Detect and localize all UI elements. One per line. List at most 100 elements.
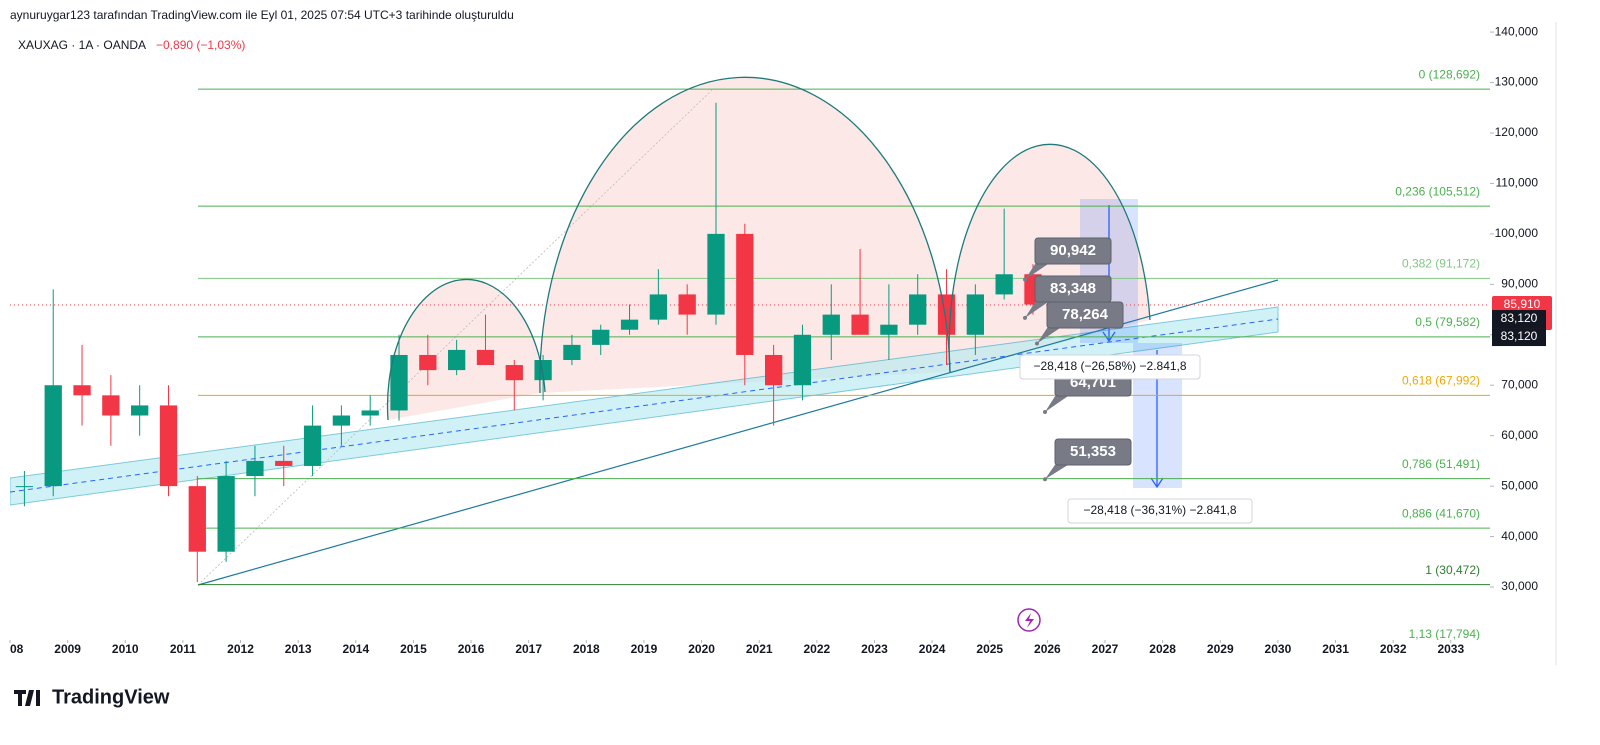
x-tick-label: 2029 bbox=[1207, 642, 1234, 656]
logo: TradingView bbox=[52, 686, 170, 708]
fib-label: 0,5 (79,582) bbox=[1415, 315, 1480, 329]
candle-body bbox=[361, 410, 379, 416]
x-tick-label: 2012 bbox=[227, 642, 254, 656]
measure-label: −28,418 (−36,31%) −2.841,8 bbox=[1083, 503, 1236, 517]
candle-body bbox=[448, 349, 466, 371]
x-tick-label: 08 bbox=[10, 642, 24, 656]
measure-label: −28,418 (−26,58%) −2.841,8 bbox=[1033, 359, 1186, 373]
candle-body bbox=[419, 354, 437, 371]
callout-box bbox=[1034, 237, 1112, 265]
y-tick-label: 90,000 bbox=[1501, 277, 1538, 291]
trend-line bbox=[197, 279, 1279, 586]
y-tick-label: 110,000 bbox=[1496, 176, 1539, 190]
x-tick-label: 2009 bbox=[54, 642, 81, 656]
x-tick-label: 2024 bbox=[919, 642, 946, 656]
candle-body bbox=[764, 354, 783, 386]
x-tick-label: 2019 bbox=[631, 642, 658, 656]
x-tick-label: 2033 bbox=[1437, 642, 1464, 656]
candle-body bbox=[649, 294, 668, 320]
x-tick-label: 2017 bbox=[515, 642, 542, 656]
candle-body bbox=[476, 349, 495, 366]
candle-body bbox=[102, 395, 120, 416]
callout-dot bbox=[1043, 409, 1047, 414]
callout-label: 90,942 bbox=[1050, 242, 1096, 259]
fib-trend bbox=[197, 89, 713, 586]
y-tick-label: 30,000 bbox=[1501, 579, 1538, 593]
x-tick-label: 2011 bbox=[170, 642, 196, 656]
x-tick-label: 2030 bbox=[1265, 642, 1292, 656]
arc bbox=[948, 143, 1151, 373]
candle-body bbox=[131, 405, 149, 416]
price-tag-label: 83,120 bbox=[1501, 311, 1538, 325]
callout-box bbox=[1046, 301, 1124, 329]
candle-body bbox=[563, 344, 581, 361]
change: −0,890 (−1,03%) bbox=[156, 38, 245, 52]
x-tick-label: 2010 bbox=[112, 642, 139, 656]
candle-body bbox=[217, 476, 235, 552]
callout-label: 51,353 bbox=[1070, 443, 1116, 460]
candle-body bbox=[678, 294, 696, 315]
x-tick-label: 2027 bbox=[1092, 642, 1119, 656]
candle-body bbox=[851, 314, 869, 335]
x-tick-label: 2013 bbox=[285, 642, 312, 656]
candle-body bbox=[736, 233, 754, 355]
x-tick-label: 2016 bbox=[458, 642, 485, 656]
fib-label: 0,382 (91,172) bbox=[1402, 257, 1480, 271]
drawings bbox=[10, 77, 1279, 586]
x-tick-label: 2022 bbox=[804, 642, 831, 656]
candle-body bbox=[188, 486, 206, 552]
price-tag-label: 83,120 bbox=[1501, 329, 1538, 343]
candle-body bbox=[592, 329, 610, 345]
candle-body bbox=[159, 405, 178, 487]
candle-body bbox=[822, 314, 840, 335]
x-tick-label: 2026 bbox=[1034, 642, 1061, 656]
candle-body bbox=[995, 274, 1013, 295]
candle-body bbox=[73, 385, 91, 396]
event-icon bbox=[1017, 608, 1041, 632]
fib-label: 0,618 (67,992) bbox=[1402, 374, 1480, 388]
candle-body bbox=[505, 365, 523, 381]
callout-label: 83,348 bbox=[1050, 280, 1096, 297]
event-bolt bbox=[1025, 613, 1034, 628]
candle-body bbox=[793, 334, 812, 386]
callout-dot bbox=[1023, 277, 1027, 282]
x-tick-label: 2015 bbox=[400, 642, 427, 656]
price-tag bbox=[1492, 328, 1546, 347]
candle-body bbox=[303, 425, 322, 466]
measure-label-box bbox=[1067, 498, 1253, 524]
x-tick-label: 2021 bbox=[746, 642, 773, 656]
x-tick-label: 2023 bbox=[861, 642, 888, 656]
y-tick-label: 130,000 bbox=[1495, 75, 1539, 89]
last-price-label: 85,910 bbox=[1504, 297, 1541, 311]
x-tick-label: 2032 bbox=[1380, 642, 1407, 656]
price-tag bbox=[1492, 310, 1546, 329]
callout-label: 78,264 bbox=[1062, 306, 1109, 323]
y-tick-label: 60,000 bbox=[1501, 428, 1538, 442]
candle-body bbox=[332, 415, 351, 426]
fib-label: 1,13 (17,794) bbox=[1409, 627, 1480, 641]
candle-body bbox=[534, 360, 552, 381]
candle-body bbox=[275, 460, 293, 466]
callout-box bbox=[1054, 438, 1132, 466]
fib-label: 1 (30,472) bbox=[1425, 563, 1480, 577]
y-tick-label: 40,000 bbox=[1501, 529, 1538, 543]
candle-body bbox=[246, 460, 264, 477]
header: aynuruygar123 tarafından TradingView.com… bbox=[10, 8, 514, 22]
x-tick-label: 2025 bbox=[976, 642, 1003, 656]
y-tick-label: 70,000 bbox=[1501, 377, 1538, 391]
y-tick-label: 120,000 bbox=[1495, 125, 1539, 139]
x-tick-label: 2031 bbox=[1322, 642, 1349, 656]
candle-body bbox=[880, 324, 898, 335]
x-tick-label: 2018 bbox=[573, 642, 600, 656]
plot: 0 (128,692) 0,236 (105,512) 0,382 (91,172)… bbox=[10, 67, 1490, 641]
candle-body bbox=[966, 294, 984, 335]
candle-body bbox=[390, 354, 408, 411]
callout-dot bbox=[1035, 341, 1039, 346]
arc bbox=[539, 76, 951, 394]
cup-shade bbox=[387, 279, 545, 420]
y-tick-label: 50,000 bbox=[1501, 478, 1538, 492]
x-tick-label: 2014 bbox=[342, 642, 369, 656]
y-tick-label: 100,000 bbox=[1495, 226, 1539, 240]
